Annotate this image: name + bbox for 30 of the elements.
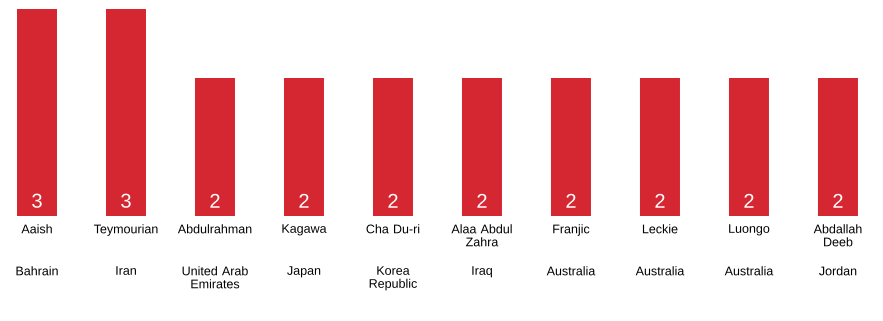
data-label: 2 — [566, 194, 576, 208]
text: Australia — [546, 266, 596, 276]
text: Jordan — [819, 266, 856, 276]
x-tick-label: Abdulrahman — [178, 224, 252, 234]
x-tick-label: Aaish — [21, 224, 52, 234]
text: Iran — [116, 266, 136, 275]
data-label: 2 — [299, 194, 309, 208]
data-label: 2 — [477, 194, 487, 208]
text: Australia — [724, 266, 774, 276]
x-tick-label: Abdallah Deeb — [814, 224, 862, 246]
data-label: 2 — [388, 194, 398, 208]
data-label: 2 — [833, 194, 843, 208]
text: Iraq — [472, 266, 492, 278]
data-label: 2 — [655, 194, 665, 208]
text: Korea Republic — [370, 266, 417, 290]
data-label: 2 — [744, 194, 754, 208]
x-tick-label: Cha Du-ri — [366, 224, 420, 234]
x-tick-label: Teymourian — [94, 224, 158, 236]
data-label: 2 — [210, 194, 220, 208]
x-tick-label: Alaa Abdul Zahra — [451, 224, 512, 246]
data-label: 3 — [32, 194, 42, 208]
x-tick-label: Luongo — [729, 224, 770, 236]
x-tick-label: Kagawa — [282, 224, 327, 236]
data-label: 3 — [121, 194, 131, 208]
x-tick-label: Franjic — [553, 224, 590, 236]
text: United Arab Emirates — [182, 266, 248, 288]
text: Australia — [636, 266, 684, 276]
text: Japan — [287, 266, 320, 278]
x-tick-label: Leckie — [642, 224, 678, 234]
text: Bahrain — [16, 266, 58, 276]
